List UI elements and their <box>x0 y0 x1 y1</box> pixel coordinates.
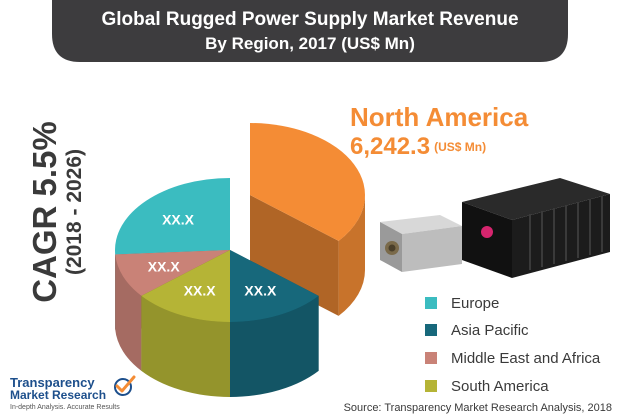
logo-tagline: In-depth Analysis. Accurate Results <box>10 404 120 411</box>
pie-slice-wall <box>115 254 142 371</box>
pie-data-label: XX.X <box>184 282 217 298</box>
company-logo: Transparency Market Research In-depth An… <box>6 374 146 414</box>
callout-value: 6,242.3 (US$ Mn) <box>350 133 486 161</box>
pie-slice-south-america: XX.X <box>141 250 230 397</box>
pie-data-label: XX.X <box>148 258 181 274</box>
legend-item-south-america: South America <box>425 377 549 395</box>
title-banner: Global Rugged Power Supply Market Revenu… <box>52 0 568 62</box>
pie-slice-north-america <box>250 123 365 316</box>
banner-background <box>52 0 568 62</box>
legend-label: Middle East and Africa <box>451 349 601 367</box>
callout-region: North America <box>350 102 529 132</box>
pie-slice-wall <box>141 295 230 397</box>
legend-item-asia-pacific: Asia Pacific <box>425 321 529 339</box>
check-globe-icon <box>114 375 136 396</box>
pie-slice-top <box>141 250 230 322</box>
pie-data-label: XX.X <box>244 282 277 298</box>
legend-swatch <box>425 324 437 336</box>
legend-label: Asia Pacific <box>451 321 529 339</box>
product-image <box>380 178 610 278</box>
pie-slice-top <box>115 178 230 255</box>
legend-swatch <box>425 380 437 392</box>
pie-slice-wall <box>338 195 365 316</box>
logo-name-line2: Market Research <box>10 388 107 402</box>
source-note: Source: Transparency Market Research Ana… <box>343 402 612 414</box>
pie-slice-side <box>250 195 339 316</box>
legend-item-middle-east-africa: Middle East and Africa <box>425 349 600 367</box>
legend-label: Europe <box>451 294 500 312</box>
pie-slice-top <box>230 250 319 322</box>
pie-slice-top <box>115 250 230 296</box>
legend-swatch <box>425 352 437 364</box>
pie-slice-top <box>250 123 365 241</box>
callout-unit: (US$ Mn) <box>434 140 487 154</box>
legend-item-europe: Europe <box>425 294 499 312</box>
chart-title: Global Rugged Power Supply Market Revenu… <box>101 9 519 30</box>
pie-slice-asia-pacific: XX.X <box>230 250 319 397</box>
logo-name-line1: Transparency <box>10 375 95 390</box>
legend-label: South America <box>451 377 549 395</box>
chart-subtitle: By Region, 2017 (US$ Mn) <box>205 34 415 53</box>
legend-swatch <box>425 297 437 309</box>
pie-slice-wall <box>230 295 319 397</box>
callout-number: 6,242.3 <box>350 133 431 160</box>
pie-data-label: XX.X <box>162 211 195 227</box>
